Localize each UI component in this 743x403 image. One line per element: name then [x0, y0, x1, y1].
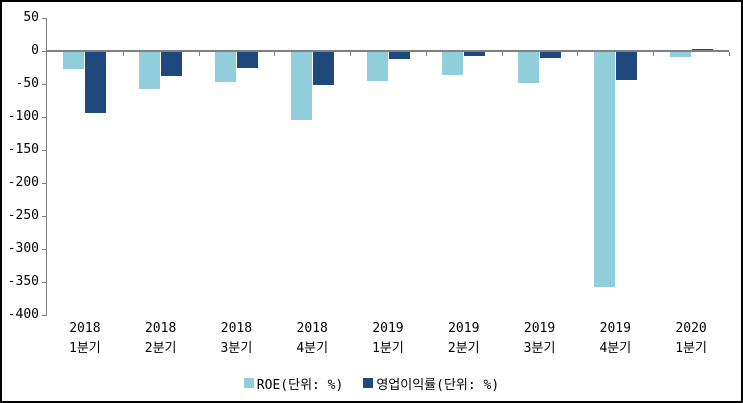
category-label-2018-3분기: 2018 3분기 — [199, 322, 275, 356]
category-quarter: 4분기 — [599, 341, 632, 356]
legend: ROE(단위: %) 영업이익률(단위: %) — [2, 373, 741, 393]
y-tick-label: -50 — [15, 76, 39, 91]
x-tick — [350, 52, 351, 56]
category-label-2018-1분기: 2018 1분기 — [47, 322, 123, 356]
legend-label-operating-margin: 영업이익률(단위: %) — [376, 377, 500, 393]
category-year: 2019 — [599, 321, 631, 336]
category-label-2019-4분기: 2019 4분기 — [577, 322, 653, 356]
category-label-2019-3분기: 2019 3분기 — [502, 322, 578, 356]
y-tick — [42, 18, 47, 19]
y-axis-line — [46, 18, 47, 315]
category-quarter: 3분기 — [220, 341, 253, 356]
y-tick-label: -150 — [7, 142, 39, 157]
bar-roe-2019-3분기 — [518, 52, 540, 83]
y-tick-label: -200 — [7, 175, 39, 190]
x-tick — [502, 52, 503, 56]
category-year: 2018 — [220, 321, 253, 336]
y-tick-label: -250 — [7, 208, 39, 223]
category-label-2018-2분기: 2018 2분기 — [123, 322, 199, 356]
category-year: 2019 — [372, 321, 404, 336]
y-tick — [42, 249, 47, 250]
y-tick-label: 0 — [31, 43, 39, 58]
category-label-2018-4분기: 2018 4분기 — [274, 322, 350, 356]
category-year: 2019 — [523, 321, 556, 336]
x-tick — [274, 52, 275, 56]
category-year: 2018 — [144, 321, 177, 336]
x-tick — [577, 52, 578, 56]
x-tick — [729, 52, 730, 56]
y-tick-label: -300 — [7, 241, 39, 256]
x-tick — [123, 52, 124, 56]
legend-label-roe: ROE(단위: %) — [256, 377, 344, 393]
category-quarter: 2분기 — [447, 341, 480, 356]
bar-op-2019-1분기 — [388, 52, 410, 59]
y-tick — [42, 183, 47, 184]
category-quarter: 1분기 — [69, 341, 101, 356]
bar-op-2020-1분기 — [691, 49, 713, 51]
bar-op-2018-1분기 — [85, 52, 107, 114]
bar-roe-2018-4분기 — [290, 52, 312, 121]
x-axis-line — [47, 50, 729, 52]
bar-roe-2019-2분기 — [442, 52, 464, 75]
category-label-2020-1분기: 2020 1분기 — [653, 322, 729, 356]
bar-roe-2018-2분기 — [139, 52, 161, 90]
y-tick-label: -400 — [7, 307, 39, 322]
bar-roe-2018-3분기 — [214, 52, 236, 83]
bar-op-2019-2분기 — [464, 52, 486, 56]
bar-roe-2020-1분기 — [669, 52, 691, 57]
category-year: 2018 — [296, 321, 328, 336]
bar-roe-2019-1분기 — [366, 52, 388, 82]
category-quarter: 3분기 — [523, 341, 556, 356]
y-tick — [42, 117, 47, 118]
y-tick-label: -100 — [7, 109, 39, 124]
bar-op-2018-3분기 — [236, 52, 258, 69]
bar-op-2018-4분기 — [312, 52, 334, 86]
y-tick-label: 50 — [23, 10, 39, 25]
category-quarter: 1분기 — [675, 341, 707, 356]
legend-swatch-roe-icon — [243, 378, 254, 388]
category-year: 2019 — [448, 321, 480, 336]
legend-item-operating-margin: 영업이익률(단위: %) — [363, 374, 499, 393]
category-quarter: 1분기 — [372, 341, 404, 356]
y-tick — [42, 216, 47, 217]
category-quarter: 2분기 — [144, 341, 177, 356]
x-tick — [426, 52, 427, 56]
y-tick — [42, 84, 47, 85]
bar-op-2019-3분기 — [540, 52, 562, 59]
y-tick-label: -350 — [7, 274, 39, 289]
category-label-2019-2분기: 2019 2분기 — [426, 322, 502, 356]
category-year: 2018 — [69, 321, 101, 336]
y-tick — [42, 150, 47, 151]
category-year: 2020 — [675, 321, 707, 336]
bar-op-2018-2분기 — [161, 52, 183, 77]
category-label-2019-1분기: 2019 1분기 — [350, 322, 426, 356]
bar-op-2019-4분기 — [615, 52, 637, 81]
y-tick — [42, 51, 47, 52]
category-quarter: 4분기 — [296, 341, 329, 356]
legend-item-roe: ROE(단위: %) — [243, 374, 344, 393]
x-tick — [199, 52, 200, 56]
bar-roe-2018-1분기 — [63, 52, 85, 70]
legend-swatch-operating-margin-icon — [363, 378, 374, 388]
bar-roe-2019-4분기 — [593, 52, 615, 287]
y-tick — [42, 282, 47, 283]
x-tick — [653, 52, 654, 56]
y-tick — [42, 315, 47, 316]
